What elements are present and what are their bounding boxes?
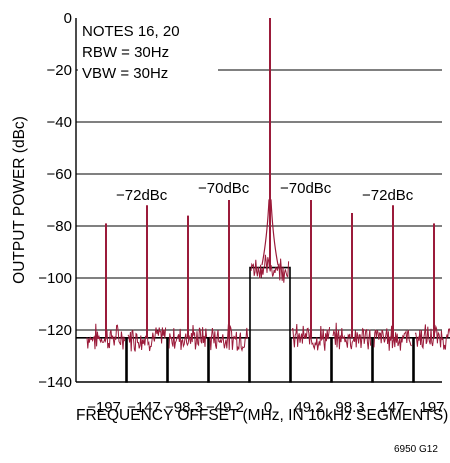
x-tick-label-4: 0 (264, 399, 272, 416)
y-tick-label-6: −120 (38, 322, 72, 339)
noise-floor-7 (373, 325, 412, 351)
y-tick-label-0: 0 (64, 10, 72, 27)
gridlines (76, 69, 442, 331)
note-line-3: VBW = 30Hz (82, 65, 168, 82)
noise-floor-6 (332, 322, 372, 350)
x-tick-label-3: −49.2 (206, 399, 244, 416)
x-tick-label-6: 98.3 (335, 399, 364, 416)
plot-frame (75, 18, 442, 383)
note-line-2: RBW = 30Hz (82, 44, 169, 61)
noise-floor-0 (86, 323, 126, 350)
annotation-left-inner: −70dBc (198, 180, 250, 197)
y-axis-label: OUTPUT POWER (dBc) (11, 116, 28, 284)
y-tick-label-4: −80 (47, 218, 72, 235)
noise-floor-2 (168, 325, 208, 350)
annotation-left-outer: −72dBc (116, 187, 168, 204)
figure-id: 6950 G12 (394, 444, 438, 455)
x-tick-label-8: 197 (419, 399, 444, 416)
y-tick-label-7: −140 (38, 374, 72, 391)
x-tick-label-5: 49.2 (294, 399, 323, 416)
x-tick-label-1: −147 (127, 399, 161, 416)
x-tick-label-0: −197 (87, 399, 121, 416)
noise-floor-4 (250, 254, 290, 283)
y-tick-label-5: −100 (38, 270, 72, 287)
note-line-1: NOTES 16, 20 (82, 23, 180, 40)
x-axis-label: FREQUENCY OFFSET (MHz, IN 10kHz SEGMENTS… (76, 407, 448, 424)
y-tick-label-3: −60 (47, 166, 72, 183)
annotation-right-outer: −72dBc (362, 187, 414, 204)
x-tick-labels: −197 −147 −98.3 −49.2 0 49.2 98.3 147 197 (87, 399, 444, 416)
y-tick-label-2: −40 (47, 114, 72, 131)
y-tick-labels: 0 −20 −40 −60 −80 −100 −120 −140 (38, 10, 72, 391)
notes-background (78, 12, 218, 92)
y-tick-label-1: −20 (47, 62, 72, 79)
x-tick-label-7: 147 (379, 399, 404, 416)
annotation-right-inner: −70dBc (280, 180, 332, 197)
spectrum-trace (86, 18, 450, 352)
x-tick-label-2: −98.3 (165, 399, 203, 416)
